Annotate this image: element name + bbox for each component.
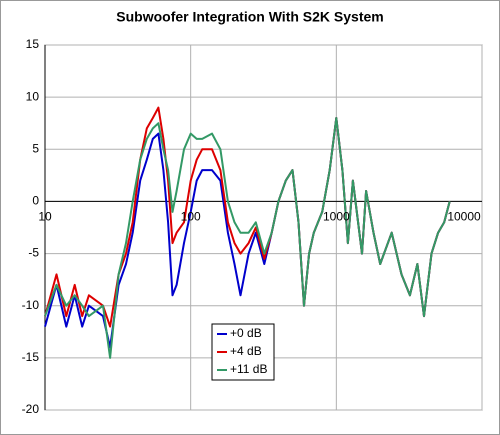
series-line	[44, 117, 451, 359]
y-tick-label: 10	[26, 89, 40, 103]
y-tick-label: -20	[22, 402, 40, 416]
x-tick-label: 100	[181, 210, 201, 224]
x-tick-label: 1000	[323, 210, 350, 224]
legend-label: +11 dB	[230, 362, 267, 376]
legend-label: +0 dB	[230, 326, 262, 340]
y-tick-label: -15	[22, 350, 40, 364]
plot	[44, 106, 451, 359]
y-tick-label: 5	[32, 141, 39, 155]
y-tick-label: 15	[26, 37, 40, 51]
y-tick-label: 0	[32, 194, 39, 208]
y-tick-label: -5	[28, 246, 39, 260]
x-tick-label: 10000	[447, 210, 481, 224]
chart-title: Subwoofer Integration With S2K System	[116, 9, 383, 25]
legend-label: +4 dB	[230, 344, 262, 358]
x-tick-label: 10	[38, 210, 52, 224]
y-tick-label: -10	[22, 298, 40, 312]
